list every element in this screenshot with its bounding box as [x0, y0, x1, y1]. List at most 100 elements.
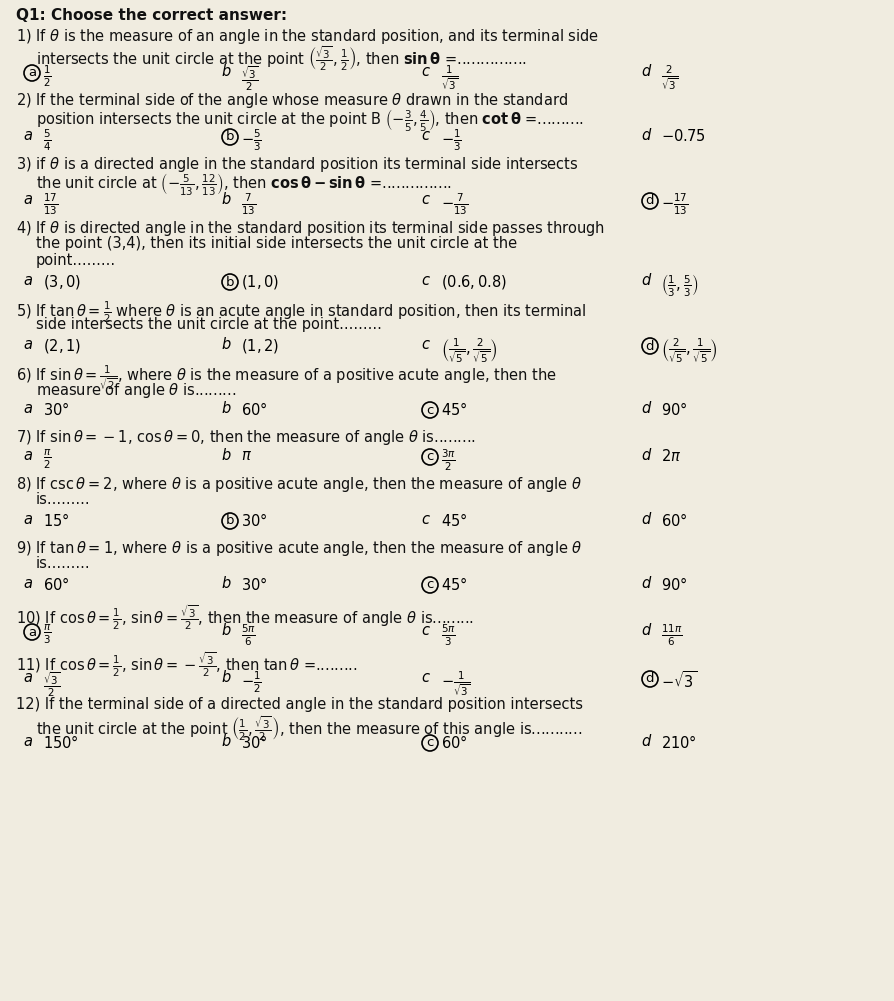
Text: $30°$: $30°$ [241, 512, 267, 529]
Text: 10) If $\cos\theta = \frac{1}{2}$, $\sin\theta = \frac{\sqrt{3}}{2}$, then the m: 10) If $\cos\theta = \frac{1}{2}$, $\sin… [16, 603, 474, 632]
Text: $\frac{5}{4}$: $\frac{5}{4}$ [43, 128, 52, 153]
Text: side intersects the unit circle at the point.........: side intersects the unit circle at the p… [36, 317, 382, 332]
Text: a: a [28, 66, 36, 79]
Text: is.........: is......... [36, 492, 90, 507]
Text: c: c [426, 579, 434, 592]
Text: a: a [23, 734, 32, 749]
Text: $30°$: $30°$ [43, 401, 70, 418]
Text: c: c [421, 512, 429, 527]
Text: is.........: is......... [36, 556, 90, 571]
Text: $-\frac{1}{3}$: $-\frac{1}{3}$ [441, 128, 462, 153]
Text: d: d [645, 194, 654, 207]
Text: $\frac{1}{2}$: $\frac{1}{2}$ [43, 64, 52, 89]
Text: c: c [426, 403, 434, 416]
Text: 2) If the terminal side of the angle whose measure $\theta$ drawn in the standar: 2) If the terminal side of the angle who… [16, 91, 568, 110]
Text: d: d [641, 448, 650, 463]
Text: $\pi$: $\pi$ [241, 448, 252, 463]
Text: intersects the unit circle at the point $\left(\frac{\sqrt{3}}{2},\frac{1}{2}\ri: intersects the unit circle at the point … [36, 44, 527, 73]
Text: 4) If $\theta$ is directed angle in the standard position its terminal side pass: 4) If $\theta$ is directed angle in the … [16, 219, 605, 238]
Text: $-\sqrt{3}$: $-\sqrt{3}$ [661, 670, 697, 691]
Text: $\frac{1}{\sqrt{3}}$: $\frac{1}{\sqrt{3}}$ [441, 64, 459, 93]
Text: $60°$: $60°$ [241, 401, 267, 418]
Text: b: b [221, 64, 231, 79]
Text: $-\frac{5}{3}$: $-\frac{5}{3}$ [241, 128, 262, 153]
Text: $\frac{2}{\sqrt{3}}$: $\frac{2}{\sqrt{3}}$ [661, 64, 679, 93]
Text: $-\frac{17}{13}$: $-\frac{17}{13}$ [661, 192, 688, 217]
Text: the unit circle at $\left(-\frac{5}{13},\frac{12}{13}\right)$, then $\mathbf{cos: the unit circle at $\left(-\frac{5}{13},… [36, 172, 451, 198]
Text: d: d [641, 128, 650, 143]
Text: $60°$: $60°$ [43, 576, 70, 593]
Text: 12) If the terminal side of a directed angle in the standard position intersects: 12) If the terminal side of a directed a… [16, 697, 583, 712]
Text: d: d [641, 401, 650, 416]
Text: 1) If $\theta$ is the measure of an angle in the standard position, and its term: 1) If $\theta$ is the measure of an angl… [16, 27, 599, 46]
Text: $(0.6,0.8)$: $(0.6,0.8)$ [441, 273, 507, 291]
Text: d: d [641, 623, 650, 638]
Text: c: c [421, 64, 429, 79]
Text: measure of angle $\theta$ is.........: measure of angle $\theta$ is......... [36, 381, 236, 400]
Text: $15°$: $15°$ [43, 512, 70, 529]
Text: d: d [641, 64, 650, 79]
Text: c: c [426, 737, 434, 750]
Text: $60°$: $60°$ [661, 512, 687, 529]
Text: $-\frac{1}{\sqrt{3}}$: $-\frac{1}{\sqrt{3}}$ [441, 670, 470, 700]
Text: $\frac{7}{13}$: $\frac{7}{13}$ [241, 192, 256, 217]
Text: 3) if $\theta$ is a directed angle in the standard position its terminal side in: 3) if $\theta$ is a directed angle in th… [16, 155, 578, 174]
Text: $-\frac{7}{13}$: $-\frac{7}{13}$ [441, 192, 468, 217]
Text: c: c [421, 337, 429, 352]
Text: $\left(\frac{1}{\sqrt{5}},\frac{2}{\sqrt{5}}\right)$: $\left(\frac{1}{\sqrt{5}},\frac{2}{\sqrt… [441, 337, 498, 366]
Text: a: a [23, 401, 32, 416]
Text: $90°$: $90°$ [661, 401, 687, 418]
Text: $\left(\frac{1}{3},\frac{5}{3}\right)$: $\left(\frac{1}{3},\frac{5}{3}\right)$ [661, 273, 698, 299]
Text: $150°$: $150°$ [43, 734, 79, 751]
Text: a: a [23, 512, 32, 527]
Text: b: b [221, 192, 231, 207]
Text: $30°$: $30°$ [241, 576, 267, 593]
Text: b: b [221, 401, 231, 416]
Text: 5) If $\tan\theta = \frac{1}{2}$ where $\theta$ is an acute angle in standard po: 5) If $\tan\theta = \frac{1}{2}$ where $… [16, 300, 586, 325]
Text: $(1,0)$: $(1,0)$ [241, 273, 279, 291]
Text: c: c [421, 273, 429, 288]
Text: a: a [23, 192, 32, 207]
Text: c: c [421, 128, 429, 143]
Text: $45°$: $45°$ [441, 401, 468, 418]
Text: d: d [641, 734, 650, 749]
Text: $\frac{11\pi}{6}$: $\frac{11\pi}{6}$ [661, 623, 682, 649]
Text: 9) If $\tan\theta = 1$, where $\theta$ is a positive acute angle, then the measu: 9) If $\tan\theta = 1$, where $\theta$ i… [16, 539, 583, 558]
Text: 6) If $\sin\theta = \frac{1}{\sqrt{2}}$, where $\theta$ is the measure of a posi: 6) If $\sin\theta = \frac{1}{\sqrt{2}}$,… [16, 364, 557, 393]
Text: $\frac{3\pi}{2}$: $\frac{3\pi}{2}$ [441, 448, 456, 473]
Text: 11) If $\cos\theta = \frac{1}{2}$, $\sin\theta = -\frac{\sqrt{3}}{2}$, then $\ta: 11) If $\cos\theta = \frac{1}{2}$, $\sin… [16, 650, 358, 679]
Text: b: b [221, 576, 231, 591]
Text: b: b [221, 670, 231, 685]
Text: b: b [226, 275, 234, 288]
Text: b: b [226, 515, 234, 528]
Text: position intersects the unit circle at the point B $\left(-\frac{3}{5},\frac{4}{: position intersects the unit circle at t… [36, 108, 584, 134]
Text: a: a [23, 337, 32, 352]
Text: a: a [28, 626, 36, 639]
Text: $90°$: $90°$ [661, 576, 687, 593]
Text: $(2,1)$: $(2,1)$ [43, 337, 81, 355]
Text: $(3,0)$: $(3,0)$ [43, 273, 81, 291]
Text: $\frac{5\pi}{6}$: $\frac{5\pi}{6}$ [241, 623, 256, 649]
Text: $210°$: $210°$ [661, 734, 696, 751]
Text: a: a [23, 448, 32, 463]
Text: b: b [221, 734, 231, 749]
Text: d: d [641, 273, 650, 288]
Text: $45°$: $45°$ [441, 512, 468, 529]
Text: $\frac{\sqrt{3}}{2}$: $\frac{\sqrt{3}}{2}$ [241, 64, 258, 93]
Text: 7) If $\sin\theta = -1$, $\cos\theta = 0$, then the measure of angle $\theta$ is: 7) If $\sin\theta = -1$, $\cos\theta = 0… [16, 428, 476, 447]
Text: $\frac{\sqrt{3}}{2}$: $\frac{\sqrt{3}}{2}$ [43, 670, 60, 699]
Text: $2\pi$: $2\pi$ [661, 448, 681, 464]
Text: a: a [23, 273, 32, 288]
Text: the point (3,4), then its initial side intersects the unit circle at the: the point (3,4), then its initial side i… [36, 236, 517, 251]
Text: c: c [421, 192, 429, 207]
Text: b: b [221, 448, 231, 463]
Text: $60°$: $60°$ [441, 734, 468, 751]
Text: d: d [645, 673, 654, 686]
Text: a: a [23, 128, 32, 143]
Text: point.........: point......... [36, 253, 116, 268]
Text: $\left(\frac{2}{\sqrt{5}},\frac{1}{\sqrt{5}}\right)$: $\left(\frac{2}{\sqrt{5}},\frac{1}{\sqrt… [661, 337, 718, 366]
Text: c: c [426, 450, 434, 463]
Text: $30°$: $30°$ [241, 734, 267, 751]
Text: c: c [421, 623, 429, 638]
Text: the unit circle at the point $\left(\frac{1}{2},\frac{\sqrt{3}}{2}\right)$, then: the unit circle at the point $\left(\fra… [36, 714, 582, 743]
